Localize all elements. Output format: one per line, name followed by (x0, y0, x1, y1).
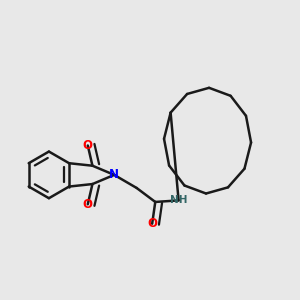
Text: O: O (83, 139, 93, 152)
Text: N: N (109, 168, 119, 182)
Text: NH: NH (170, 195, 188, 206)
Text: O: O (147, 217, 157, 230)
Text: O: O (83, 198, 93, 211)
